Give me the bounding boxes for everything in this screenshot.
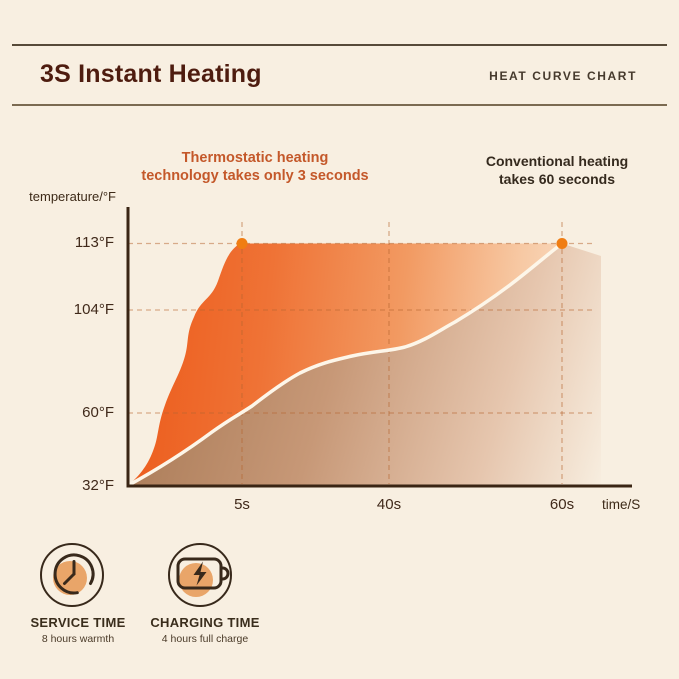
page-title: 3S Instant Heating bbox=[40, 60, 262, 88]
thermostatic-heating-area bbox=[128, 243, 562, 486]
charging-time-subtitle: 4 hours full charge bbox=[161, 633, 249, 645]
y-tick-60f: 60°F bbox=[82, 404, 114, 421]
x-tick-60s: 60s bbox=[549, 496, 575, 513]
chart-kicker: HEAT CURVE CHART bbox=[489, 69, 637, 83]
conventional-heating-area bbox=[128, 243, 601, 486]
annotation-conventional-line2: takes 60 seconds bbox=[499, 171, 615, 187]
annotation-thermostatic-line2: technology takes only 3 seconds bbox=[141, 168, 369, 184]
annotation-conventional: Conventional heating takes 60 seconds bbox=[458, 152, 656, 188]
marker-dot-5s-113f bbox=[236, 238, 248, 249]
y-tick-104f: 104°F bbox=[73, 301, 114, 318]
axes-lines bbox=[126, 207, 632, 488]
annotation-thermostatic-line1: Thermostatic heating bbox=[181, 150, 329, 166]
clock-icon bbox=[40, 543, 104, 607]
battery-charging-icon bbox=[168, 543, 232, 607]
y-tick-113f: 113°F bbox=[74, 234, 114, 251]
service-time-card bbox=[37, 540, 107, 610]
annotation-conventional-line1: Conventional heating bbox=[485, 153, 629, 169]
marker-dot-60s-113f bbox=[556, 238, 568, 249]
conventional-heating-curve bbox=[126, 241, 564, 488]
y-axis-label: temperature/°F bbox=[29, 189, 116, 204]
service-time-subtitle: 8 hours warmth bbox=[41, 633, 115, 645]
x-axis-label: time/S bbox=[602, 497, 641, 512]
y-tick-32f: 32°F bbox=[82, 477, 114, 494]
header-divider-rule bbox=[12, 104, 667, 106]
service-time-title: SERVICE TIME bbox=[30, 615, 126, 630]
x-tick-5s: 5s bbox=[234, 496, 250, 513]
charging-time-title: CHARGING TIME bbox=[150, 615, 260, 630]
grid-dashed-lines bbox=[128, 222, 596, 484]
charging-time-card bbox=[165, 540, 235, 610]
x-tick-40s: 40s bbox=[376, 496, 402, 513]
top-rule bbox=[12, 44, 667, 46]
annotation-thermostatic: Thermostatic heating technology takes on… bbox=[140, 149, 370, 185]
